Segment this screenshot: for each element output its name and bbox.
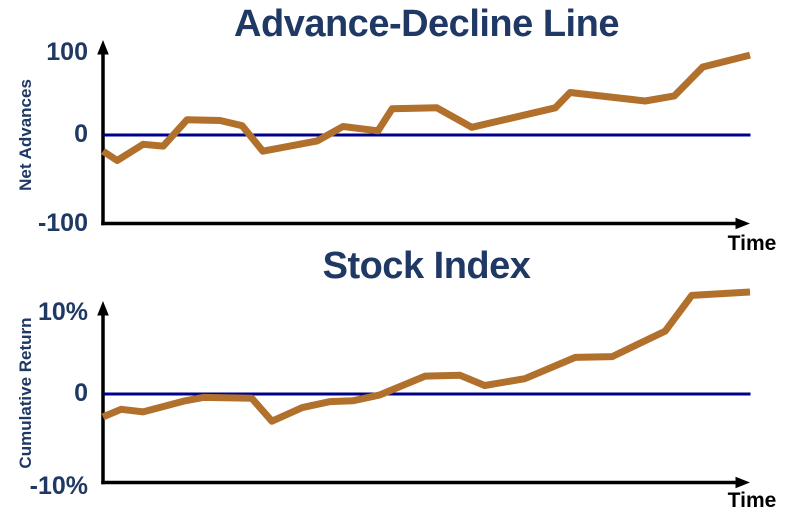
bottom-tick-neg-10pct: -10% — [29, 472, 88, 500]
bottom-chart-title: Stock Index — [322, 245, 531, 287]
top-tick-neg-100: -100 — [37, 209, 88, 237]
bottom-chart-x-axis-arrow-icon — [735, 476, 750, 489]
top-chart-series-line — [101, 51, 751, 164]
bottom-tick-10pct: 10% — [37, 298, 88, 326]
bottom-tick-0: 0 — [74, 379, 88, 407]
top-y-axis-label: Net Advances — [16, 79, 35, 191]
top-chart-title: Advance-Decline Line — [234, 3, 619, 45]
top-chart-x-axis-arrow-icon — [735, 217, 750, 230]
top-tick-100: 100 — [46, 38, 88, 66]
top-time-label: Time — [727, 232, 777, 255]
bottom-chart-y-axis-arrow-icon — [97, 301, 109, 316]
top-chart-y-axis-arrow-icon — [97, 40, 109, 55]
bottom-y-axis-label: Cumulative Return — [16, 317, 35, 469]
top-tick-0: 0 — [74, 120, 88, 148]
bottom-chart-series-line — [101, 288, 751, 425]
bottom-time-label: Time — [727, 489, 777, 512]
